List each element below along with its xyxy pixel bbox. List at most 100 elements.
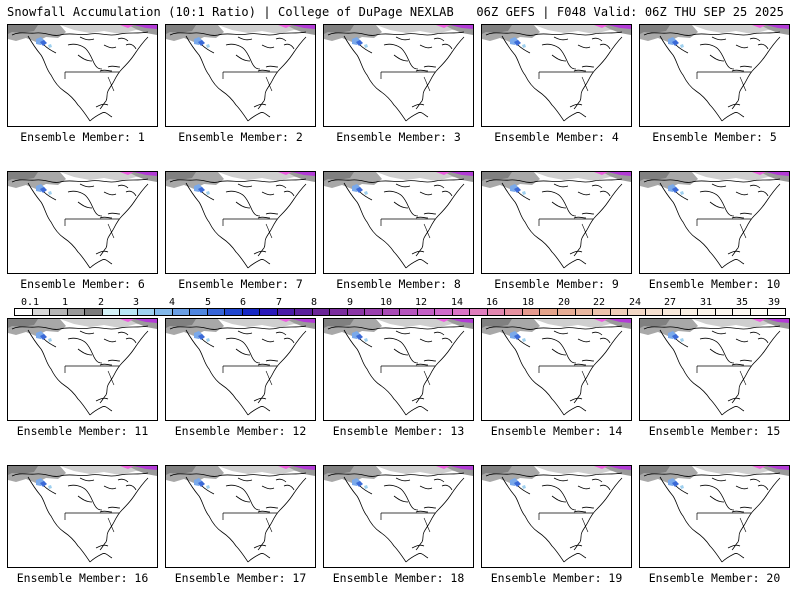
ensemble-member-label: Ensemble Member: 10 [648,277,781,291]
ensemble-member-label: Ensemble Member: 3 [336,130,461,144]
legend-label: 9 [346,297,354,308]
ensemble-member-label: Ensemble Member: 17 [174,571,307,585]
ensemble-member-label: Ensemble Member: 6 [20,277,145,291]
run-valid-time: 06Z GEFS | F048 Valid: 06Z THU SEP 25 20… [476,5,784,19]
ensemble-map [639,171,790,274]
ensemble-map [481,465,632,568]
ensemble-panel[interactable]: Ensemble Member: 14 [481,318,632,446]
legend-color-swatch [470,309,488,315]
legend-label: 1 [61,297,69,308]
legend-label: 3 [132,297,140,308]
ensemble-panel[interactable]: Ensemble Member: 13 [323,318,474,446]
ensemble-member-label: Ensemble Member: 2 [178,130,303,144]
ensemble-map [7,318,158,421]
legend-label: 35 [735,297,749,308]
ensemble-map [481,24,632,127]
ensemble-member-label: Ensemble Member: 18 [332,571,465,585]
ensemble-panel[interactable]: Ensemble Member: 16 [7,465,158,593]
legend-color-swatch [715,309,734,315]
ensemble-panel[interactable]: Ensemble Member: 3 [323,24,474,152]
ensemble-panel[interactable]: Ensemble Member: 1 [7,24,158,152]
legend-color-swatch [15,309,33,315]
legend-label: 20 [557,297,571,308]
legend-color-swatch [505,309,523,315]
ensemble-member-label: Ensemble Member: 16 [16,571,149,585]
ensemble-map [639,465,790,568]
ensemble-panel[interactable]: Ensemble Member: 6 [7,171,158,299]
legend-color-swatch [32,309,51,315]
legend-label: 18 [521,297,535,308]
ensemble-member-label: Ensemble Member: 1 [20,130,145,144]
ensemble-member-label: Ensemble Member: 14 [490,424,623,438]
ensemble-panel[interactable]: Ensemble Member: 20 [639,465,790,593]
legend-color-swatch [452,309,471,315]
ensemble-panel[interactable]: Ensemble Member: 15 [639,318,790,446]
ensemble-member-label: Ensemble Member: 4 [494,130,619,144]
ensemble-panel[interactable]: Ensemble Member: 17 [165,465,316,593]
legend-label: 12 [414,297,428,308]
ensemble-map [165,171,316,274]
legend-color-swatch [557,309,576,315]
ensemble-map [7,171,158,274]
ensemble-map [323,171,474,274]
legend-color-swatch [382,309,401,315]
ensemble-panel[interactable]: Ensemble Member: 9 [481,171,632,299]
legend-color-swatch [733,309,751,315]
ensemble-map [481,318,632,421]
ensemble-member-label: Ensemble Member: 15 [648,424,781,438]
legend-color-swatch [67,309,86,315]
ensemble-map [165,318,316,421]
ensemble-panel[interactable]: Ensemble Member: 8 [323,171,474,299]
map-title: Snowfall Accumulation (10:1 Ratio) | Col… [7,5,454,19]
ensemble-member-label: Ensemble Member: 8 [336,277,461,291]
ensemble-panel[interactable]: Ensemble Member: 12 [165,318,316,446]
legend-label: 4 [168,297,176,308]
legend-label: 6 [239,297,247,308]
ensemble-member-label: Ensemble Member: 12 [174,424,307,438]
ensemble-panel[interactable]: Ensemble Member: 5 [639,24,790,152]
ensemble-panel[interactable]: Ensemble Member: 4 [481,24,632,152]
legend-color-swatch [137,309,156,315]
legend-color-swatch [312,309,331,315]
ensemble-member-label: Ensemble Member: 13 [332,424,465,438]
legend-label: 22 [592,297,606,308]
legend-color-swatch [487,309,506,315]
legend-label: 10 [379,297,393,308]
ensemble-panel[interactable]: Ensemble Member: 18 [323,465,474,593]
ensemble-member-label: Ensemble Member: 9 [494,277,619,291]
legend-color-swatch [575,309,594,315]
ensemble-map [7,24,158,127]
ensemble-map [165,24,316,127]
legend-color-swatch [207,309,226,315]
legend-label: 16 [485,297,499,308]
legend-color-swatch [435,309,453,315]
legend-color-swatch [540,309,558,315]
ensemble-panel[interactable]: Ensemble Member: 19 [481,465,632,593]
legend-color-swatch [102,309,121,315]
legend-label: 39 [767,297,781,308]
ensemble-map [639,24,790,127]
ensemble-map [323,318,474,421]
ensemble-panel[interactable]: Ensemble Member: 2 [165,24,316,152]
ensemble-member-label: Ensemble Member: 5 [652,130,777,144]
legend-labels: 0.1 1 2 3 4 5 6 7 8 9 10 12 14 16 18 20 … [14,298,786,308]
ensemble-member-label: Ensemble Member: 7 [178,277,303,291]
legend-color-swatch [85,309,103,315]
legend-color-swatch [610,309,629,315]
legend-color-swatch [680,309,699,315]
ensemble-panel[interactable]: Ensemble Member: 10 [639,171,790,299]
legend-color-swatch [260,309,278,315]
legend-label: 8 [310,297,318,308]
ensemble-map [7,465,158,568]
legend-label: 0.1 [20,297,40,308]
legend-color-swatch [593,309,611,315]
legend-color-swatch [347,309,366,315]
ensemble-panel[interactable]: Ensemble Member: 7 [165,171,316,299]
ensemble-map [323,465,474,568]
legend-color-swatch [365,309,383,315]
legend-label: 31 [699,297,713,308]
legend-color-swatch [522,309,541,315]
legend-color-swatch [172,309,191,315]
legend-label: 2 [97,297,105,308]
ensemble-panel[interactable]: Ensemble Member: 11 [7,318,158,446]
